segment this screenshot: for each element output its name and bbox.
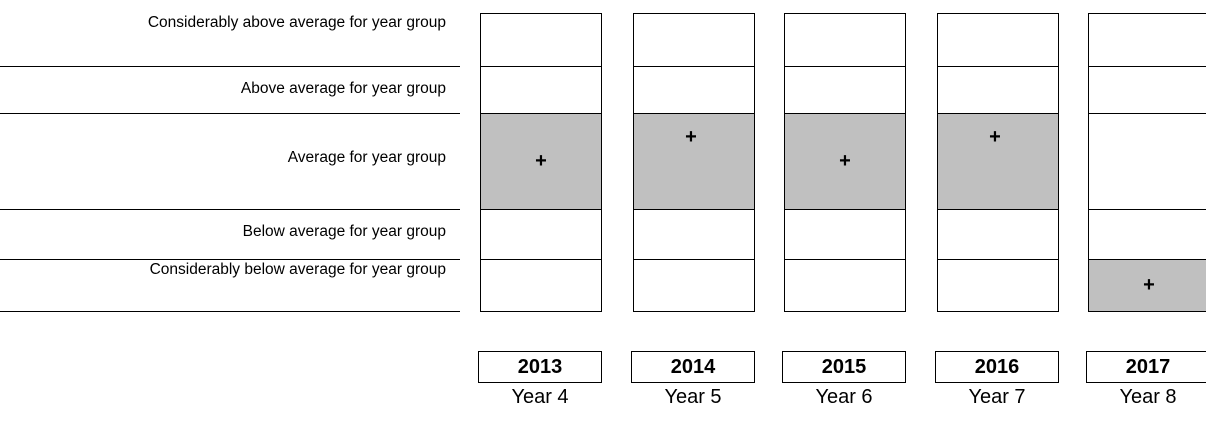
grid-cell	[633, 13, 755, 67]
grid-cell	[784, 66, 906, 114]
data-marker: +	[989, 126, 1001, 148]
data-marker: +	[1143, 274, 1155, 296]
grid-cell	[1088, 209, 1206, 260]
year-label: 2014	[631, 351, 755, 383]
grid-cell	[633, 259, 755, 312]
grid-cell	[937, 113, 1059, 210]
data-marker: +	[839, 150, 851, 172]
grid-cell	[937, 13, 1059, 67]
data-marker: +	[535, 150, 547, 172]
grade-label: Year 4	[511, 386, 569, 408]
grid-cell	[937, 209, 1059, 260]
grid-cell	[480, 209, 602, 260]
grid-cell	[1088, 66, 1206, 114]
grid-cell	[937, 259, 1059, 312]
grid-cell	[1088, 13, 1206, 67]
band-divider	[0, 113, 460, 114]
grid-cell	[633, 66, 755, 114]
band-divider	[0, 209, 460, 210]
band-divider	[0, 311, 460, 312]
band-label: Considerably below average for year grou…	[149, 261, 446, 278]
band-divider	[0, 66, 460, 67]
grade-label: Year 5	[664, 386, 722, 408]
grid-cell	[784, 113, 906, 210]
year-label: 2017	[1086, 351, 1206, 383]
grid-cell	[784, 13, 906, 67]
grid-cell	[480, 113, 602, 210]
band-divider	[0, 259, 460, 260]
band-label: Above average for year group	[240, 80, 446, 97]
grade-label: Year 7	[968, 386, 1026, 408]
grid-cell	[937, 66, 1059, 114]
grid-cell	[480, 13, 602, 67]
year-label: 2016	[935, 351, 1059, 383]
year-label: 2013	[478, 351, 602, 383]
band-label: Considerably above average for year grou…	[147, 14, 446, 31]
data-marker: +	[685, 126, 697, 148]
grid-cell	[784, 209, 906, 260]
grid-cell	[633, 209, 755, 260]
band-label: Average for year group	[287, 149, 446, 166]
band-label: Below average for year group	[242, 223, 446, 240]
grid-cell	[1088, 113, 1206, 210]
grade-label: Year 6	[815, 386, 873, 408]
grid-cell	[480, 66, 602, 114]
grid-cell	[784, 259, 906, 312]
year-label: 2015	[782, 351, 906, 383]
grid-cell	[1088, 259, 1206, 312]
grade-label: Year 8	[1119, 386, 1177, 408]
grid-cell	[480, 259, 602, 312]
